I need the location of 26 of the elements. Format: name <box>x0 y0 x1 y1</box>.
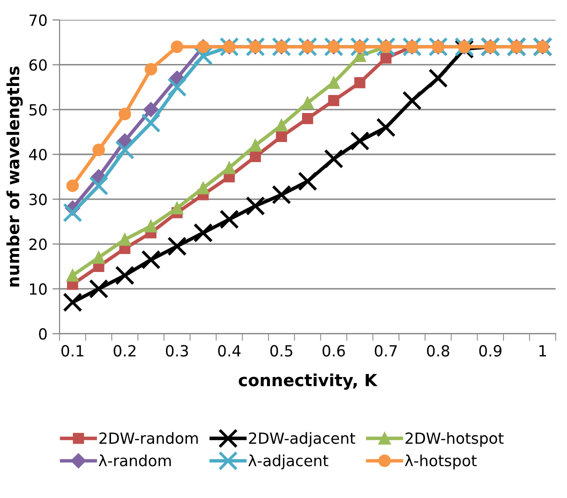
legend-label: λ-random <box>98 454 171 466</box>
x-tick-label: 0.8 <box>427 345 450 357</box>
x-tick-label: 0.1 <box>61 345 84 357</box>
x-axis-title: connectivity, K <box>238 373 378 390</box>
legend-label: 2DW-adjacent <box>249 432 356 447</box>
x-tick-label: 0.4 <box>218 345 241 357</box>
legend-label: λ-adjacent <box>248 454 328 470</box>
y-tick-label: 70 <box>30 14 47 26</box>
y-axis-title: number of wavelengths <box>6 66 23 287</box>
legend-label: λ-hotspot <box>404 454 477 470</box>
x-tick-label: 0.6 <box>322 345 345 357</box>
y-tick-label: 10 <box>30 283 47 295</box>
y-tick-label: 20 <box>29 238 47 250</box>
x-tick-label: 0.7 <box>374 345 397 357</box>
x-tick-label: 1 <box>539 345 546 356</box>
x-tick-label: 0.9 <box>479 345 502 357</box>
y-tick-label: 60 <box>29 59 47 71</box>
legend-label: 2DW-hotspot <box>406 432 504 447</box>
y-tick-label: 40 <box>29 148 47 160</box>
legend-label: 2DW-random <box>99 432 198 444</box>
y-tick-label: 0 <box>39 328 47 340</box>
x-tick-label: 0.3 <box>166 345 188 357</box>
y-tick-label: 50 <box>29 104 47 116</box>
x-tick-label: 0.2 <box>114 345 136 357</box>
y-tick-label: 30 <box>29 194 47 206</box>
x-tick-label: 0.5 <box>270 345 292 357</box>
